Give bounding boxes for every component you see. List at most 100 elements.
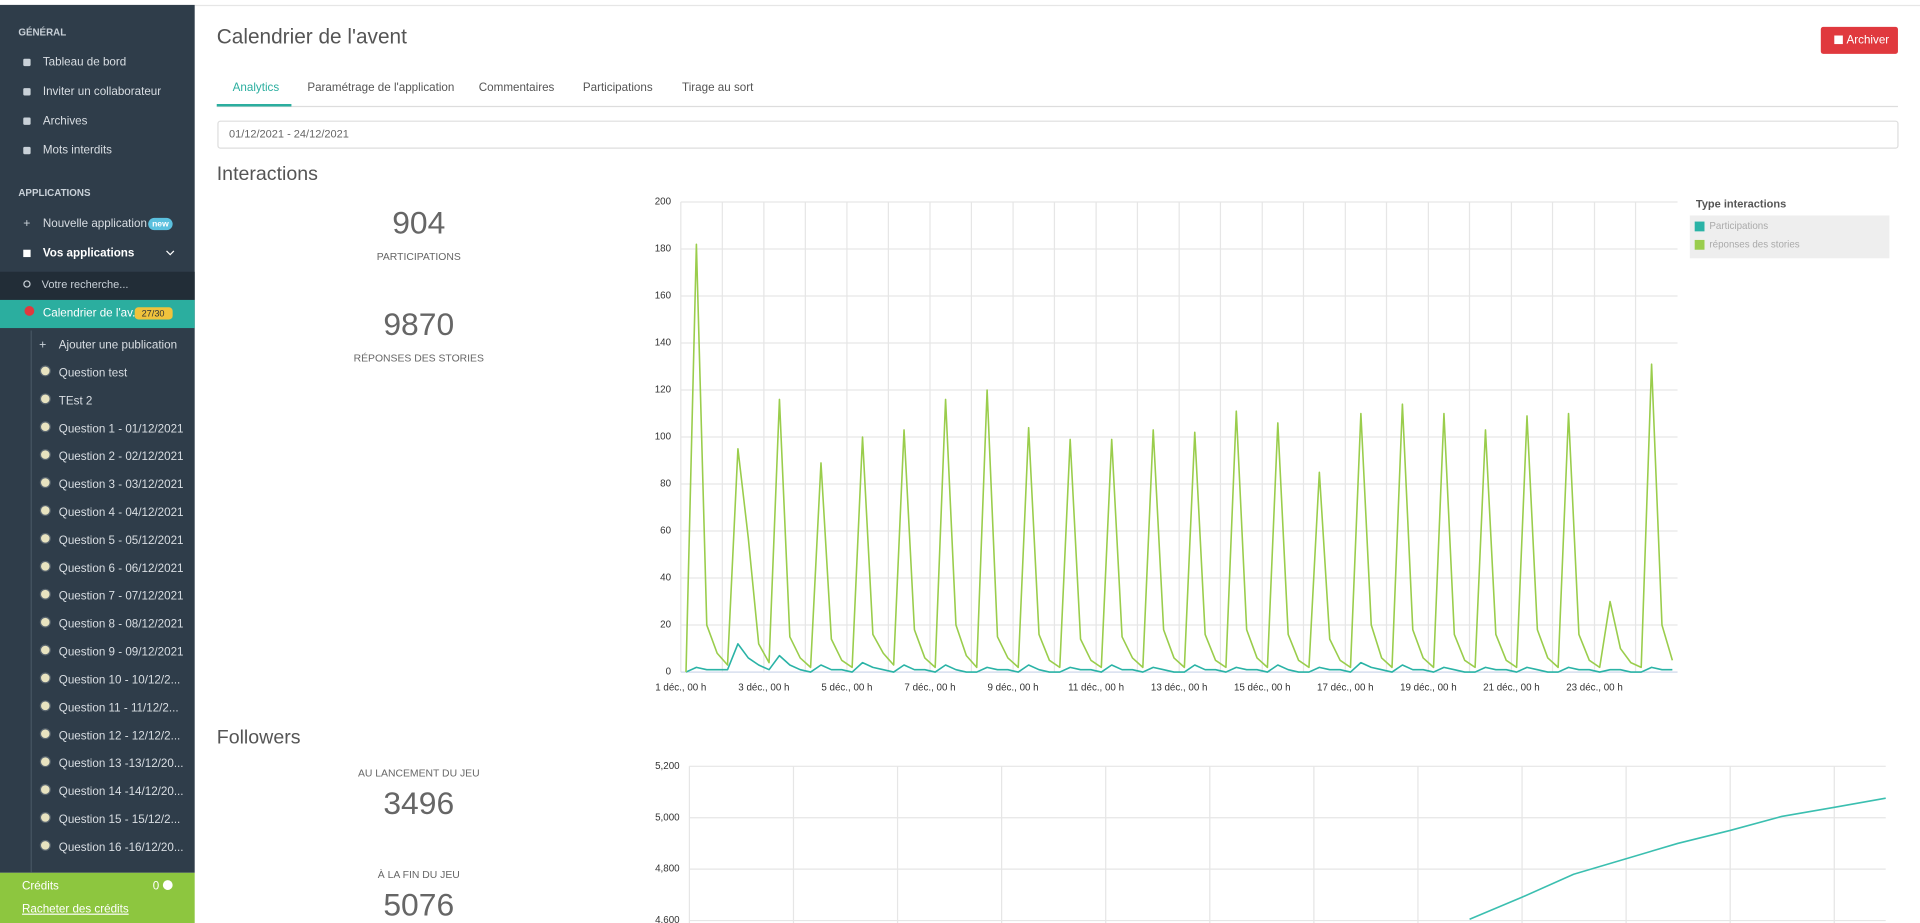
menu-item[interactable]: Question 12 - 12/12/2... [59,729,181,742]
count-badge-bg [134,307,173,320]
post-icon [39,504,51,516]
y-tick-label: 100 [655,432,672,443]
credits-value: 0 [153,879,160,892]
y-tick-label: 140 [655,338,672,349]
menu-item[interactable]: Vos applications [43,246,135,259]
menu-item[interactable]: Tableau de bord [43,56,126,69]
credits-label: Crédits [22,879,59,892]
menu-item[interactable]: Question 7 - 07/12/2021 [59,590,184,603]
post-icon [39,784,51,796]
y-tick-label: 4,600 [655,915,680,923]
menu-item[interactable]: Nouvelle application [43,217,147,230]
stat-value: 904 [392,205,445,241]
search-box[interactable] [0,271,195,300]
menu-item[interactable]: Question 5 - 05/12/2021 [59,534,184,547]
menu-item[interactable]: Question 15 - 15/12/2... [59,813,181,826]
new-badge-bg [148,217,173,231]
post-icon [39,672,51,684]
stat-value: 9870 [383,306,454,342]
legend-label[interactable]: Participations [1709,221,1768,232]
menu-item[interactable]: Question 10 - 10/12/2... [59,673,181,686]
post-icon [39,421,51,433]
menu-item[interactable]: Inviter un collaborateur [43,85,161,98]
y-tick-label: 20 [660,620,671,631]
menu-item[interactable]: Archives [43,114,88,127]
x-tick-label: 9 déc., 00 h [987,683,1038,694]
tab[interactable]: Analytics [233,81,280,94]
menu-item[interactable]: Question 8 - 08/12/2021 [59,618,184,631]
post-icon [39,588,51,600]
post-icon [39,616,51,628]
tab[interactable]: Paramétrage de l'application [307,81,454,94]
tab[interactable]: Tirage au sort [682,81,754,94]
y-tick-label: 60 [660,526,671,537]
post-icon [39,560,51,572]
x-tick-label: 23 déc., 00 h [1566,683,1623,694]
y-tick-label: 40 [660,573,671,584]
tab[interactable]: Participations [583,81,653,94]
menu-item[interactable]: Question 2 - 02/12/2021 [59,450,184,463]
x-tick-label: 5 déc., 00 h [821,683,872,694]
post-icon [39,477,51,489]
menu-icon [23,117,31,125]
menu-item[interactable]: Question 3 - 03/12/2021 [59,478,184,491]
tab[interactable]: Commentaires [479,81,555,94]
menu-item[interactable]: Mots interdits [43,144,112,157]
x-tick-label: 17 déc., 00 h [1317,683,1374,694]
menu-item[interactable]: Question 14 -14/12/20... [59,785,184,798]
menu-item[interactable]: Question 6 - 06/12/2021 [59,562,184,575]
legend-swatch [1694,221,1705,232]
x-tick-label: 11 déc., 00 h [1068,683,1124,694]
section-title: GÉNÉRAL [18,28,66,39]
credits-icon [162,880,173,890]
credits-panel [0,872,195,923]
menu-icon [23,88,31,96]
series-line [685,643,1673,673]
series-line [685,243,1674,673]
x-tick-label: 7 déc., 00 h [904,683,955,694]
chevron [166,250,175,256]
menu-item[interactable]: Ajouter une publication [59,338,177,351]
legend-title: Type interactions [1696,198,1786,210]
x-tick-label: 3 déc., 00 h [738,683,789,694]
post-icon [39,700,51,712]
x-tick-label: 21 déc., 00 h [1483,683,1540,694]
buy-credits-link[interactable]: Racheter des crédits [22,903,129,916]
section-title: Followers [217,726,301,748]
new-badge: new [152,218,169,228]
search-placeholder[interactable]: Votre recherche... [42,279,129,291]
legend-label[interactable]: réponses des stories [1709,239,1799,250]
menu-item[interactable]: Calendrier de l'av... [43,306,142,319]
menu-item[interactable]: Question test [59,366,128,379]
archive-label[interactable]: Archiver [1847,33,1890,46]
plus-icon: + [39,337,46,351]
archive-icon [1834,35,1843,45]
menu-item[interactable]: Question 11 - 11/12/2... [59,701,179,714]
menu-item[interactable]: Question 4 - 04/12/2021 [59,506,184,519]
y-tick-label: 160 [655,291,672,302]
x-tick-label: 13 déc., 00 h [1151,683,1208,694]
y-tick-label: 80 [660,479,671,490]
y-tick-label: 5,200 [655,761,680,772]
y-tick-label: 180 [655,244,672,255]
legend-swatch [1694,239,1705,250]
date-range: 01/12/2021 - 24/12/2021 [229,129,349,141]
archive-button[interactable] [1820,26,1898,54]
post-icon [39,728,51,740]
menu-icon [23,58,31,67]
menu-item[interactable]: Question 9 - 09/12/2021 [59,646,184,659]
y-tick-label: 200 [655,197,672,208]
page-title: Calendrier de l'avent [217,25,407,48]
menu-icon [23,146,31,155]
menu-item[interactable]: TEst 2 [59,394,93,407]
y-tick-label: 120 [655,385,672,396]
sidebar [0,4,195,873]
menu-item[interactable]: Question 13 -13/12/20... [59,757,184,770]
y-tick-label: 5,000 [655,812,680,823]
date-range-input[interactable] [217,120,1899,149]
stat-value: 5076 [383,886,454,922]
menu-item[interactable]: Question 1 - 01/12/2021 [59,422,184,435]
apps-icon [23,249,31,258]
menu-item[interactable]: Question 16 -16/12/20... [59,841,184,854]
